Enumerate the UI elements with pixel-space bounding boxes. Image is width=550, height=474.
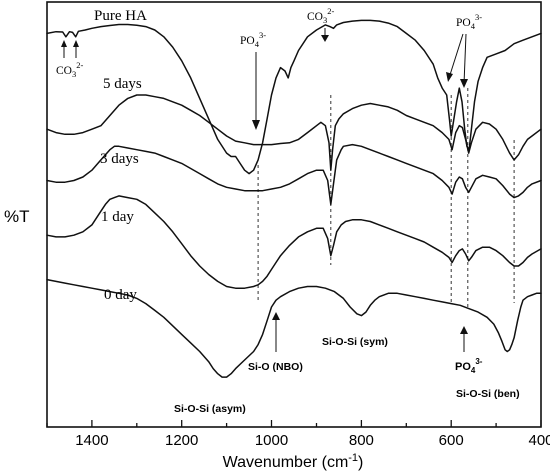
x-axis-label: Wavenumber (cm-1) — [223, 452, 364, 471]
annotation-po4-main-sub: 4 — [255, 39, 260, 49]
annotation-co3-top-sub: 3 — [323, 15, 327, 25]
x-tick-label-1200: 1200 — [165, 432, 198, 449]
spectra-group — [46, 19, 542, 378]
svg-text:PO43-: PO43- — [455, 357, 483, 375]
x-axis-ticks: 1400 1200 1000 800 600 400 — [46, 420, 550, 449]
series-label-5-days: 5 days — [103, 76, 142, 92]
svg-text:PO43-: PO43- — [456, 12, 482, 31]
series-label-3-days: 3 days — [100, 151, 139, 167]
x-tick-label-400: 400 — [528, 432, 550, 449]
annotation-si-o-si-ben: Si-O-Si (ben) — [456, 388, 520, 400]
annotation-po4-main-base: PO — [240, 35, 255, 47]
plot-frame — [46, 1, 542, 428]
guide-lines — [257, 88, 515, 310]
annotation-po4-main: PO43- — [240, 30, 266, 130]
annotation-si-o-nbo-label: Si-O (NBO) — [248, 361, 303, 373]
annotation-po4-doublet-sub: 4 — [471, 21, 476, 31]
series-line-1 — [46, 94, 542, 171]
annotation-co3-left-sub: 3 — [72, 69, 76, 79]
y-axis-label: %T — [4, 207, 30, 226]
annotation-si-o-nbo: Si-O (NBO) — [248, 312, 303, 373]
annotation-si-o-si-sym: Si-O-Si (sym) — [322, 336, 388, 348]
svg-text:PO43-: PO43- — [240, 30, 266, 49]
annotation-co3-top-sup: 2- — [327, 6, 334, 16]
annotation-po4-main-sup: 3- — [259, 30, 266, 40]
series-line-3 — [46, 195, 542, 289]
x-tick-label-1000: 1000 — [255, 432, 288, 449]
annotation-po4-doublet-base: PO — [456, 17, 471, 29]
annotation-po4-bottom-sup: 3- — [475, 357, 482, 366]
annotation-co3-left-sup: 2- — [76, 60, 83, 70]
x-axis-label-main: Wavenumber (cm — [223, 454, 349, 471]
series-line-4 — [46, 278, 542, 378]
series-label-pure-ha: Pure HA — [94, 8, 147, 24]
annotation-co3-left-base: CO — [56, 65, 72, 77]
annotation-po4-bottom-base: PO — [455, 361, 471, 373]
annotation-co3-left: CO32- — [56, 40, 83, 79]
svg-text:CO32-: CO32- — [307, 6, 334, 25]
annotation-po4-bottom-sub: 4 — [471, 366, 476, 375]
x-axis-label-end: ) — [358, 454, 363, 471]
x-tick-label-1400: 1400 — [75, 432, 108, 449]
x-tick-label-600: 600 — [439, 432, 464, 449]
annotation-po4-bottom: PO43- — [455, 326, 483, 375]
series-label-1-day: 1 day — [101, 209, 134, 225]
x-axis-label-superscript: -1 — [348, 452, 358, 464]
annotation-co3-top-base: CO — [307, 11, 323, 23]
svg-text:CO32-: CO32- — [56, 60, 83, 79]
annotation-si-o-si-asym: Si-O-Si (asym) — [174, 403, 246, 415]
annotation-po4-doublet: PO43- — [446, 12, 482, 88]
series-label-0-day: 0 day — [104, 287, 137, 303]
annotation-co3-top: CO32- — [307, 6, 334, 42]
series-line-0 — [46, 19, 542, 175]
series-line-2 — [46, 143, 542, 206]
annotation-po4-doublet-sup: 3- — [475, 12, 482, 22]
x-tick-label-800: 800 — [349, 432, 374, 449]
